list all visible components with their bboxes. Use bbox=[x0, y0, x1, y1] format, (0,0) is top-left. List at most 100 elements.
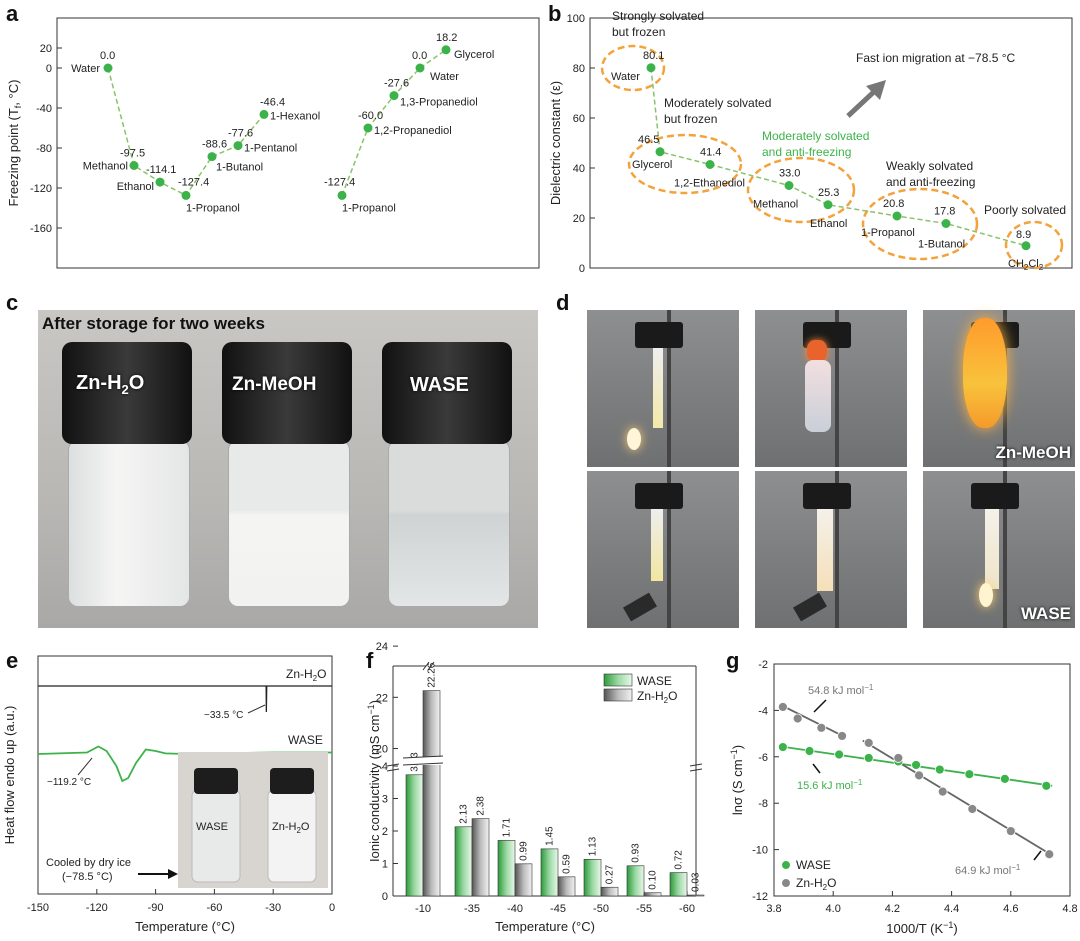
strip-5 bbox=[817, 509, 833, 591]
point-name-a: Water bbox=[430, 71, 459, 83]
point-name-b: Glycerol bbox=[632, 159, 672, 171]
stand-rod-4 bbox=[667, 471, 671, 628]
bar-label-wase: 0.93 bbox=[631, 843, 642, 863]
bar-label-znh2o: 0.99 bbox=[519, 841, 530, 861]
axis-break-gap bbox=[405, 757, 441, 765]
value-label-a: -46.4 bbox=[260, 96, 285, 108]
vial-znmeoh bbox=[228, 440, 350, 607]
point-name-a: 1,2-Propanediol bbox=[374, 125, 452, 137]
point-wase-g bbox=[964, 769, 975, 780]
value-label-a: -127.4 bbox=[178, 176, 209, 188]
point-name-b: 1-Butanol bbox=[918, 239, 965, 251]
point-name-a: 1-Propanol bbox=[186, 202, 240, 214]
legend-label-znh2o-g: Zn-H2O bbox=[796, 876, 836, 892]
torch-5 bbox=[793, 592, 827, 622]
dsc-inset: WASE Zn-H2O bbox=[178, 752, 328, 888]
value-label-b: 20.8 bbox=[883, 198, 904, 210]
y-tick-label-a: -40 bbox=[36, 103, 52, 115]
point-a bbox=[129, 161, 139, 170]
x-ticks-e: -150 -120 -90 -60 -30 0 bbox=[27, 889, 335, 914]
value-label-b: 46.5 bbox=[638, 134, 659, 146]
ann-33-5-leader bbox=[247, 704, 266, 714]
point-znh2o-g bbox=[1044, 849, 1055, 860]
stand-rod-2 bbox=[835, 310, 839, 467]
y-axis-title-f: Ionic conductivity (mS cm−1) bbox=[366, 700, 382, 862]
point-znh2o-g bbox=[777, 702, 788, 712]
point-b bbox=[823, 200, 833, 210]
point-name-b: Methanol bbox=[753, 199, 798, 211]
bar-wase bbox=[454, 826, 473, 897]
clamp-1 bbox=[635, 322, 683, 348]
value-label-b: 8.9 bbox=[1016, 229, 1031, 241]
y-tick-label-b: 0 bbox=[579, 263, 585, 275]
point-name-a: 1-Propanol bbox=[342, 202, 396, 214]
stand-rod-5 bbox=[835, 471, 839, 628]
flame-6 bbox=[979, 583, 993, 607]
inset-cap-wase bbox=[194, 768, 238, 794]
y-tick-label-f: 0 bbox=[382, 891, 388, 903]
y-tick-label-f: 1 bbox=[382, 859, 388, 871]
bar-label-wase: 1.45 bbox=[545, 826, 556, 846]
ann-cooled-1: Cooled by dry ice bbox=[46, 857, 131, 869]
panel-label-b: b bbox=[548, 1, 561, 26]
ann-strong-2: but frozen bbox=[612, 25, 665, 39]
fit-line-znh2o-low-g bbox=[862, 739, 1053, 857]
ticks-g: 3.8 4.0 4.2 4.4 4.6 4.8 -2 -4 -6 -8 -10 -12 bbox=[752, 659, 1078, 915]
x-tick-label-e: -120 bbox=[86, 902, 108, 914]
ann-119-2-leader bbox=[77, 757, 93, 776]
point-a bbox=[389, 91, 399, 101]
vial-znh2o bbox=[68, 440, 190, 607]
series-line-b bbox=[650, 67, 1027, 247]
point-znh2o-g bbox=[816, 722, 827, 733]
x-axis-title-g: 1000/T (K−1) bbox=[886, 920, 957, 936]
point-name-a: Glycerol bbox=[454, 49, 494, 61]
value-label-a: -114.1 bbox=[146, 164, 176, 176]
vial-wase bbox=[388, 440, 510, 607]
axis-break-mark bbox=[402, 762, 444, 766]
bar-label-wase: 1.13 bbox=[588, 836, 599, 856]
y-tick-label-f: 24 bbox=[376, 641, 388, 653]
bar-label-znh2o: 0.03 bbox=[691, 872, 702, 892]
ann-weak-2: and anti-freezing bbox=[886, 175, 975, 189]
ann-54-8-arrow bbox=[813, 699, 827, 713]
legend-f: WASE Zn-H2O bbox=[603, 673, 677, 705]
bar-wase bbox=[497, 840, 516, 897]
value-label-a: -127.4 bbox=[324, 176, 355, 188]
x-tick-label-g: 4.2 bbox=[885, 903, 900, 915]
ann-54-8: 54.8 kJ mol−1 bbox=[808, 683, 874, 697]
x-tick-label-f: -60 bbox=[679, 903, 695, 915]
bar-wase bbox=[540, 848, 559, 897]
point-wase-g bbox=[863, 753, 874, 763]
vial-label-wase: WASE bbox=[410, 374, 469, 396]
y-tick-label-a: 0 bbox=[46, 63, 52, 75]
point-b bbox=[646, 63, 656, 73]
y-ticks-a: 20 0 -40 -80 -120 -160 bbox=[30, 43, 62, 235]
value-label-b: 80.1 bbox=[643, 50, 664, 62]
bar-znh2o bbox=[600, 886, 619, 897]
ticks-f: 0 1 2 3 4 20 22 24 -10 -35 -40 -45 -50 -55 -60 bbox=[376, 641, 695, 915]
ellipse-propanol bbox=[861, 187, 979, 261]
ann-119-2: −119.2 °C bbox=[47, 777, 91, 788]
point-a bbox=[233, 141, 243, 151]
y-tick-label-a: -120 bbox=[30, 183, 52, 195]
y-tick-label-b: 60 bbox=[573, 113, 585, 125]
point-b bbox=[784, 181, 794, 190]
torch-4 bbox=[623, 592, 657, 622]
photo-d-label-znmeoh: Zn-MeOH bbox=[995, 443, 1071, 462]
photo-d-3: Zn-MeOH bbox=[923, 310, 1075, 467]
ann-15-6-arrow bbox=[812, 763, 821, 774]
series-label-wase-e: WASE bbox=[288, 733, 323, 747]
plot-g bbox=[777, 702, 1055, 860]
value-label-b: 41.4 bbox=[700, 147, 721, 159]
value-label-a: -27.6 bbox=[384, 78, 409, 90]
x-tick-label-f: -50 bbox=[593, 903, 609, 915]
y-tick-label-f: 4 bbox=[382, 761, 388, 773]
bar-znh2o bbox=[557, 876, 576, 897]
legend-swatch-znh2o bbox=[603, 688, 633, 702]
photo-d-1 bbox=[587, 310, 739, 467]
legend-g: WASE Zn-H2O bbox=[781, 858, 836, 892]
value-label-a: 0.0 bbox=[100, 50, 115, 62]
inset-vial-wase bbox=[191, 789, 241, 883]
photo-d-4 bbox=[587, 471, 739, 628]
stand-rod-1 bbox=[667, 310, 671, 467]
